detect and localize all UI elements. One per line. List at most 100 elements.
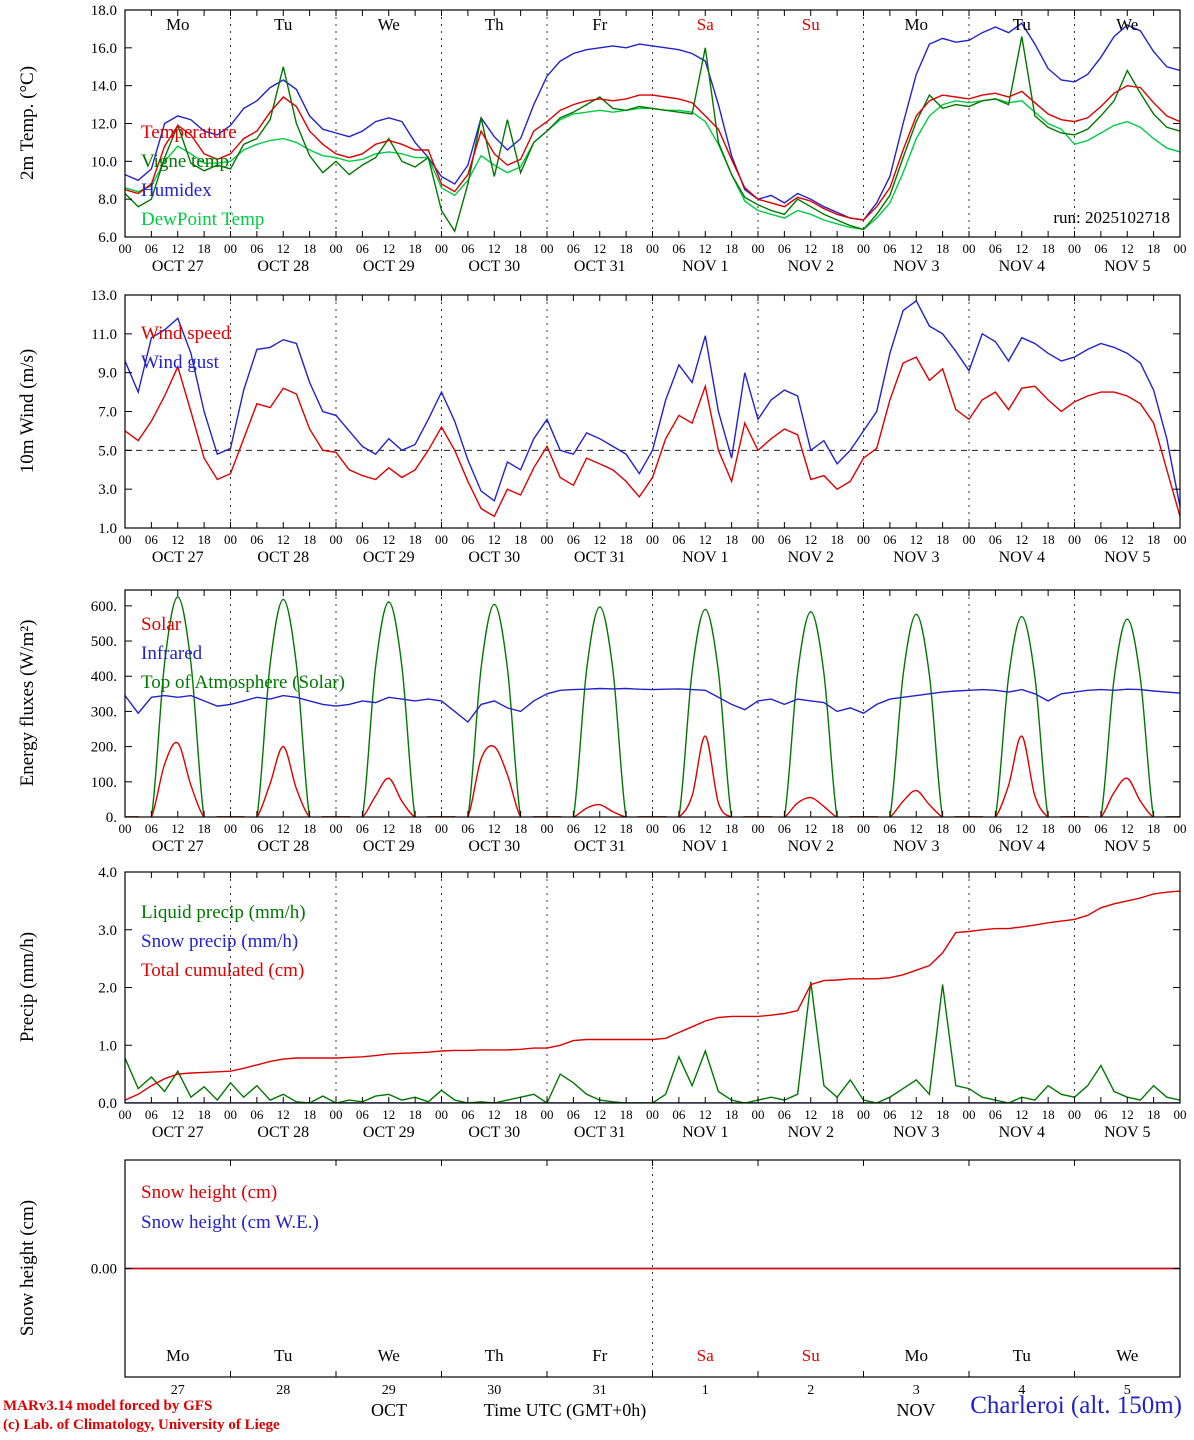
y-axis-label-temp: 2m Temp. (°C) — [17, 65, 38, 181]
hour-label: 06 — [989, 821, 1003, 836]
y-tick-label: 18.0 — [91, 3, 117, 19]
hour-label: 18 — [936, 241, 949, 256]
hour-label: 06 — [883, 1107, 897, 1122]
hour-label: 18 — [725, 532, 738, 547]
date-label: 2 — [807, 1383, 814, 1398]
y-tick-label: 16.0 — [91, 41, 117, 57]
dow-label: Mo — [166, 15, 190, 34]
legend-item: Snow precip (mm/h) — [141, 931, 298, 952]
hour-label: 06 — [778, 821, 792, 836]
series-solar — [125, 735, 1180, 817]
hour-label: 06 — [250, 1107, 264, 1122]
hour-label: 06 — [145, 821, 159, 836]
hour-label: 12 — [1015, 241, 1028, 256]
hour-label: 12 — [1121, 532, 1134, 547]
hour-label: 00 — [541, 241, 554, 256]
hour-label: 18 — [409, 821, 422, 836]
hour-label: 06 — [672, 532, 686, 547]
hour-label: 12 — [382, 241, 395, 256]
hour-label: 12 — [277, 1107, 290, 1122]
date-label: NOV 5 — [1104, 258, 1150, 275]
hour-label: 00 — [1174, 1107, 1187, 1122]
hour-label: 06 — [250, 532, 264, 547]
hour-label: 12 — [171, 1107, 184, 1122]
date-label: OCT 28 — [257, 258, 309, 275]
dow-label: Th — [485, 1346, 504, 1365]
hour-label: 00 — [119, 532, 132, 547]
date-label: OCT 28 — [257, 549, 309, 566]
hour-label: 18 — [514, 1107, 527, 1122]
hour-label: 06 — [145, 241, 159, 256]
series-infrared — [125, 687, 1180, 723]
hour-label: 12 — [488, 821, 501, 836]
hour-label: 00 — [752, 821, 765, 836]
series-temperature — [125, 84, 1180, 221]
date-label: OCT 28 — [257, 1124, 309, 1141]
hour-label: 18 — [409, 241, 422, 256]
hour-label: 06 — [461, 1107, 475, 1122]
legend-item: Infrared — [141, 643, 203, 664]
hour-label: 12 — [910, 532, 923, 547]
dow-label: Sa — [697, 1346, 714, 1365]
legend-item: DewPoint Temp — [141, 209, 264, 230]
hour-label: 12 — [1121, 241, 1134, 256]
hour-label: 00 — [541, 1107, 554, 1122]
hour-label: 00 — [435, 1107, 448, 1122]
hour-label: 18 — [1147, 241, 1160, 256]
y-tick-label: 11.0 — [91, 327, 117, 343]
hour-label: 12 — [1015, 821, 1028, 836]
date-label: 1 — [702, 1383, 709, 1398]
hour-label: 06 — [778, 1107, 792, 1122]
y-tick-label: 7.0 — [98, 405, 117, 421]
dow-label: We — [378, 1346, 400, 1365]
hour-label: 06 — [778, 241, 792, 256]
hour-label: 18 — [198, 532, 211, 547]
hour-label: 12 — [699, 241, 712, 256]
hour-label: 12 — [382, 532, 395, 547]
hour-label: 18 — [1147, 821, 1160, 836]
hour-label: 00 — [330, 821, 343, 836]
hour-label: 00 — [857, 1107, 870, 1122]
panel-frame — [124, 294, 1181, 529]
hour-label: 00 — [119, 241, 132, 256]
y-tick-label: 5.0 — [98, 443, 117, 459]
date-label: OCT 29 — [363, 258, 415, 275]
hour-label: 06 — [356, 532, 370, 547]
hour-label: 00 — [330, 241, 343, 256]
hour-label: 18 — [1042, 532, 1055, 547]
y-tick-label: 300. — [91, 704, 117, 720]
hour-label: 12 — [593, 821, 606, 836]
y-tick-label: 100. — [91, 775, 117, 791]
month-label-nov: NOV — [896, 1400, 936, 1420]
model-credit: MARv3.14 model forced by GFS — [3, 1398, 213, 1414]
date-label: NOV 5 — [1104, 1124, 1150, 1141]
dow-label: Sa — [697, 15, 714, 34]
hour-label: 00 — [646, 1107, 659, 1122]
series-wind-gust — [125, 299, 1180, 507]
hour-label: 12 — [910, 241, 923, 256]
hour-label: 06 — [145, 532, 159, 547]
date-label: OCT 29 — [363, 838, 415, 855]
hour-label: 12 — [910, 1107, 923, 1122]
hour-label: 18 — [303, 241, 316, 256]
hour-label: 06 — [250, 241, 264, 256]
date-label: NOV 2 — [788, 1124, 834, 1141]
hour-label: 00 — [224, 821, 237, 836]
hour-label: 06 — [989, 1107, 1003, 1122]
hour-label: 18 — [620, 821, 633, 836]
date-label: 30 — [487, 1383, 501, 1398]
hour-label: 18 — [514, 241, 527, 256]
hour-label: 00 — [119, 1107, 132, 1122]
hour-label: 18 — [514, 532, 527, 547]
legend-item: Temperature — [141, 122, 237, 143]
date-label: NOV 3 — [893, 1124, 939, 1141]
y-tick-label: 500. — [91, 634, 117, 650]
hour-label: 18 — [725, 1107, 738, 1122]
hour-label: 06 — [883, 241, 897, 256]
hour-label: 06 — [1094, 532, 1108, 547]
hour-label: 00 — [857, 241, 870, 256]
hour-label: 00 — [752, 241, 765, 256]
hour-label: 00 — [1174, 241, 1187, 256]
hour-label: 12 — [593, 241, 606, 256]
y-axis-label-wind: 10m Wind (m/s) — [17, 348, 38, 474]
